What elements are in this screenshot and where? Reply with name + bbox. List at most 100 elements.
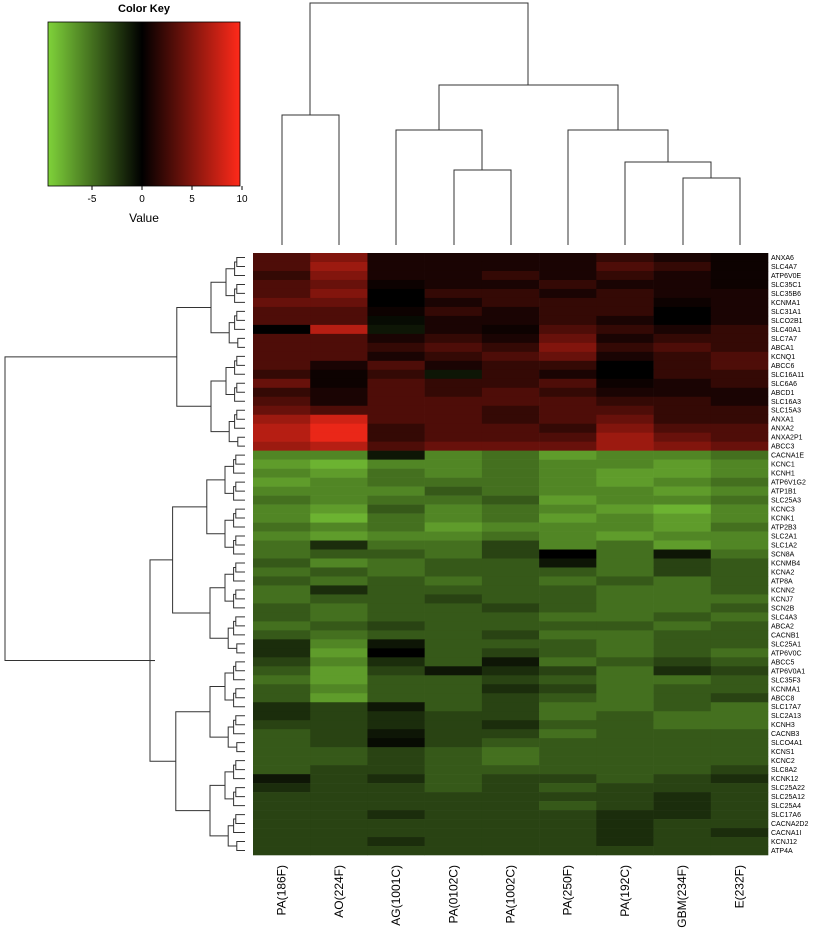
heatmap-cell: [253, 333, 311, 344]
color-key-title: Color Key: [118, 3, 171, 15]
heatmap-cell: [710, 441, 769, 451]
heatmap-cell: [481, 648, 540, 658]
heatmap-cell: [710, 540, 769, 550]
heatmap-cell: [481, 828, 540, 838]
heatmap-cell: [710, 270, 769, 281]
heatmap-cell: [596, 441, 654, 451]
heatmap-cell: [424, 756, 483, 766]
heatmap-cell: [424, 576, 483, 586]
row-label: SLC25A22: [771, 785, 805, 792]
heatmap-cell: [710, 477, 769, 487]
heatmap-cell: [653, 792, 712, 802]
row-label: SLC7A7: [771, 336, 797, 343]
heatmap-cell: [310, 477, 368, 487]
heatmap-cell: [710, 306, 769, 317]
heatmap-cell: [481, 396, 540, 407]
dendrogram-link: [224, 465, 234, 494]
heatmap-cell: [310, 801, 368, 811]
row-label: SCN8A: [771, 552, 795, 559]
heatmap-cell: [481, 612, 540, 622]
row-label: ABCA1: [771, 345, 794, 352]
row-label: SLCO4A1: [771, 740, 803, 747]
heatmap-cell: [367, 423, 425, 434]
heatmap-cell: [481, 432, 540, 442]
heatmap-cell: [539, 297, 597, 308]
heatmap-cell: [596, 783, 654, 793]
heatmap-cell: [710, 342, 769, 353]
heatmap-cell: [367, 315, 425, 326]
heatmap-cell: [253, 837, 311, 847]
heatmap-cell: [424, 432, 483, 442]
heatmap-cell: [539, 253, 597, 263]
heatmap-cell: [710, 360, 769, 371]
dendrogram-link: [235, 535, 245, 546]
heatmap-cell: [539, 522, 597, 532]
heatmap-cell: [653, 270, 712, 281]
heatmap-cell: [253, 846, 311, 856]
heatmap-cell: [310, 288, 368, 299]
dendrogram-link: [235, 562, 245, 573]
heatmap-cell: [253, 459, 311, 469]
heatmap-cell: [653, 414, 712, 425]
heatmap-cell: [653, 567, 712, 577]
heatmap-cell: [253, 774, 311, 784]
row-label: CACNA1I: [771, 830, 801, 837]
heatmap-cell: [596, 810, 654, 820]
heatmap-cell: [653, 540, 712, 550]
heatmap-cell: [253, 603, 311, 613]
heatmap-cell: [253, 576, 311, 586]
row-label: CACNA2D2: [771, 821, 808, 828]
heatmap-cell: [539, 423, 597, 434]
heatmap-cell: [310, 369, 368, 380]
heatmap-cell: [367, 459, 425, 469]
heatmap-cell: [710, 495, 769, 505]
heatmap-cell: [653, 315, 712, 326]
heatmap-cell: [253, 792, 311, 802]
dendrogram-link: [225, 268, 235, 297]
heatmap-cell: [596, 279, 654, 290]
heatmap-cell: [653, 342, 712, 353]
row-label: SLC31A1: [771, 309, 801, 316]
heatmap-cell: [596, 432, 654, 442]
heatmap-cell: [367, 504, 425, 514]
heatmap-cell: [710, 738, 769, 748]
column-label: PA(1002C): [504, 865, 518, 923]
heatmap-cell: [310, 585, 368, 595]
heatmap-cell: [310, 576, 368, 586]
heatmap-cell: [424, 342, 483, 353]
heatmap-cell: [539, 288, 597, 299]
heatmap-cell: [253, 369, 311, 380]
heatmap-cell: [596, 792, 654, 802]
heatmap-cell: [253, 324, 311, 335]
heatmap-cell: [481, 288, 540, 299]
heatmap-cell: [367, 288, 425, 299]
row-label: ABCC3: [771, 444, 794, 451]
heatmap-cell: [539, 432, 597, 442]
heatmap-cell: [481, 333, 540, 344]
heatmap-cell: [367, 486, 425, 496]
heatmap-cell: [481, 270, 540, 281]
heatmap-cell: [481, 774, 540, 784]
heatmap-cell: [710, 783, 769, 793]
heatmap-cell: [710, 504, 769, 514]
heatmap-cell: [710, 513, 769, 523]
heatmap-cell: [253, 279, 311, 290]
dendrogram-link: [235, 688, 245, 699]
heatmap-cell: [653, 846, 712, 856]
heatmap-cell: [253, 405, 311, 416]
heatmap-cell: [653, 648, 712, 658]
heatmap-cell: [310, 837, 368, 847]
heatmap-cell: [596, 477, 654, 487]
heatmap-cell: [710, 315, 769, 326]
row-label: ABCA2: [771, 623, 794, 630]
row-label: SLC35B6: [771, 291, 801, 298]
heatmap-cell: [653, 279, 712, 290]
heatmap-cell: [653, 378, 712, 389]
heatmap-cell: [710, 531, 769, 541]
color-key-tick-label: 0: [139, 194, 145, 205]
heatmap-cell: [481, 621, 540, 631]
heatmap-cell: [367, 567, 425, 577]
row-label: SLC4A3: [771, 614, 797, 621]
heatmap-cell: [710, 333, 769, 344]
heatmap-cell: [253, 675, 311, 685]
